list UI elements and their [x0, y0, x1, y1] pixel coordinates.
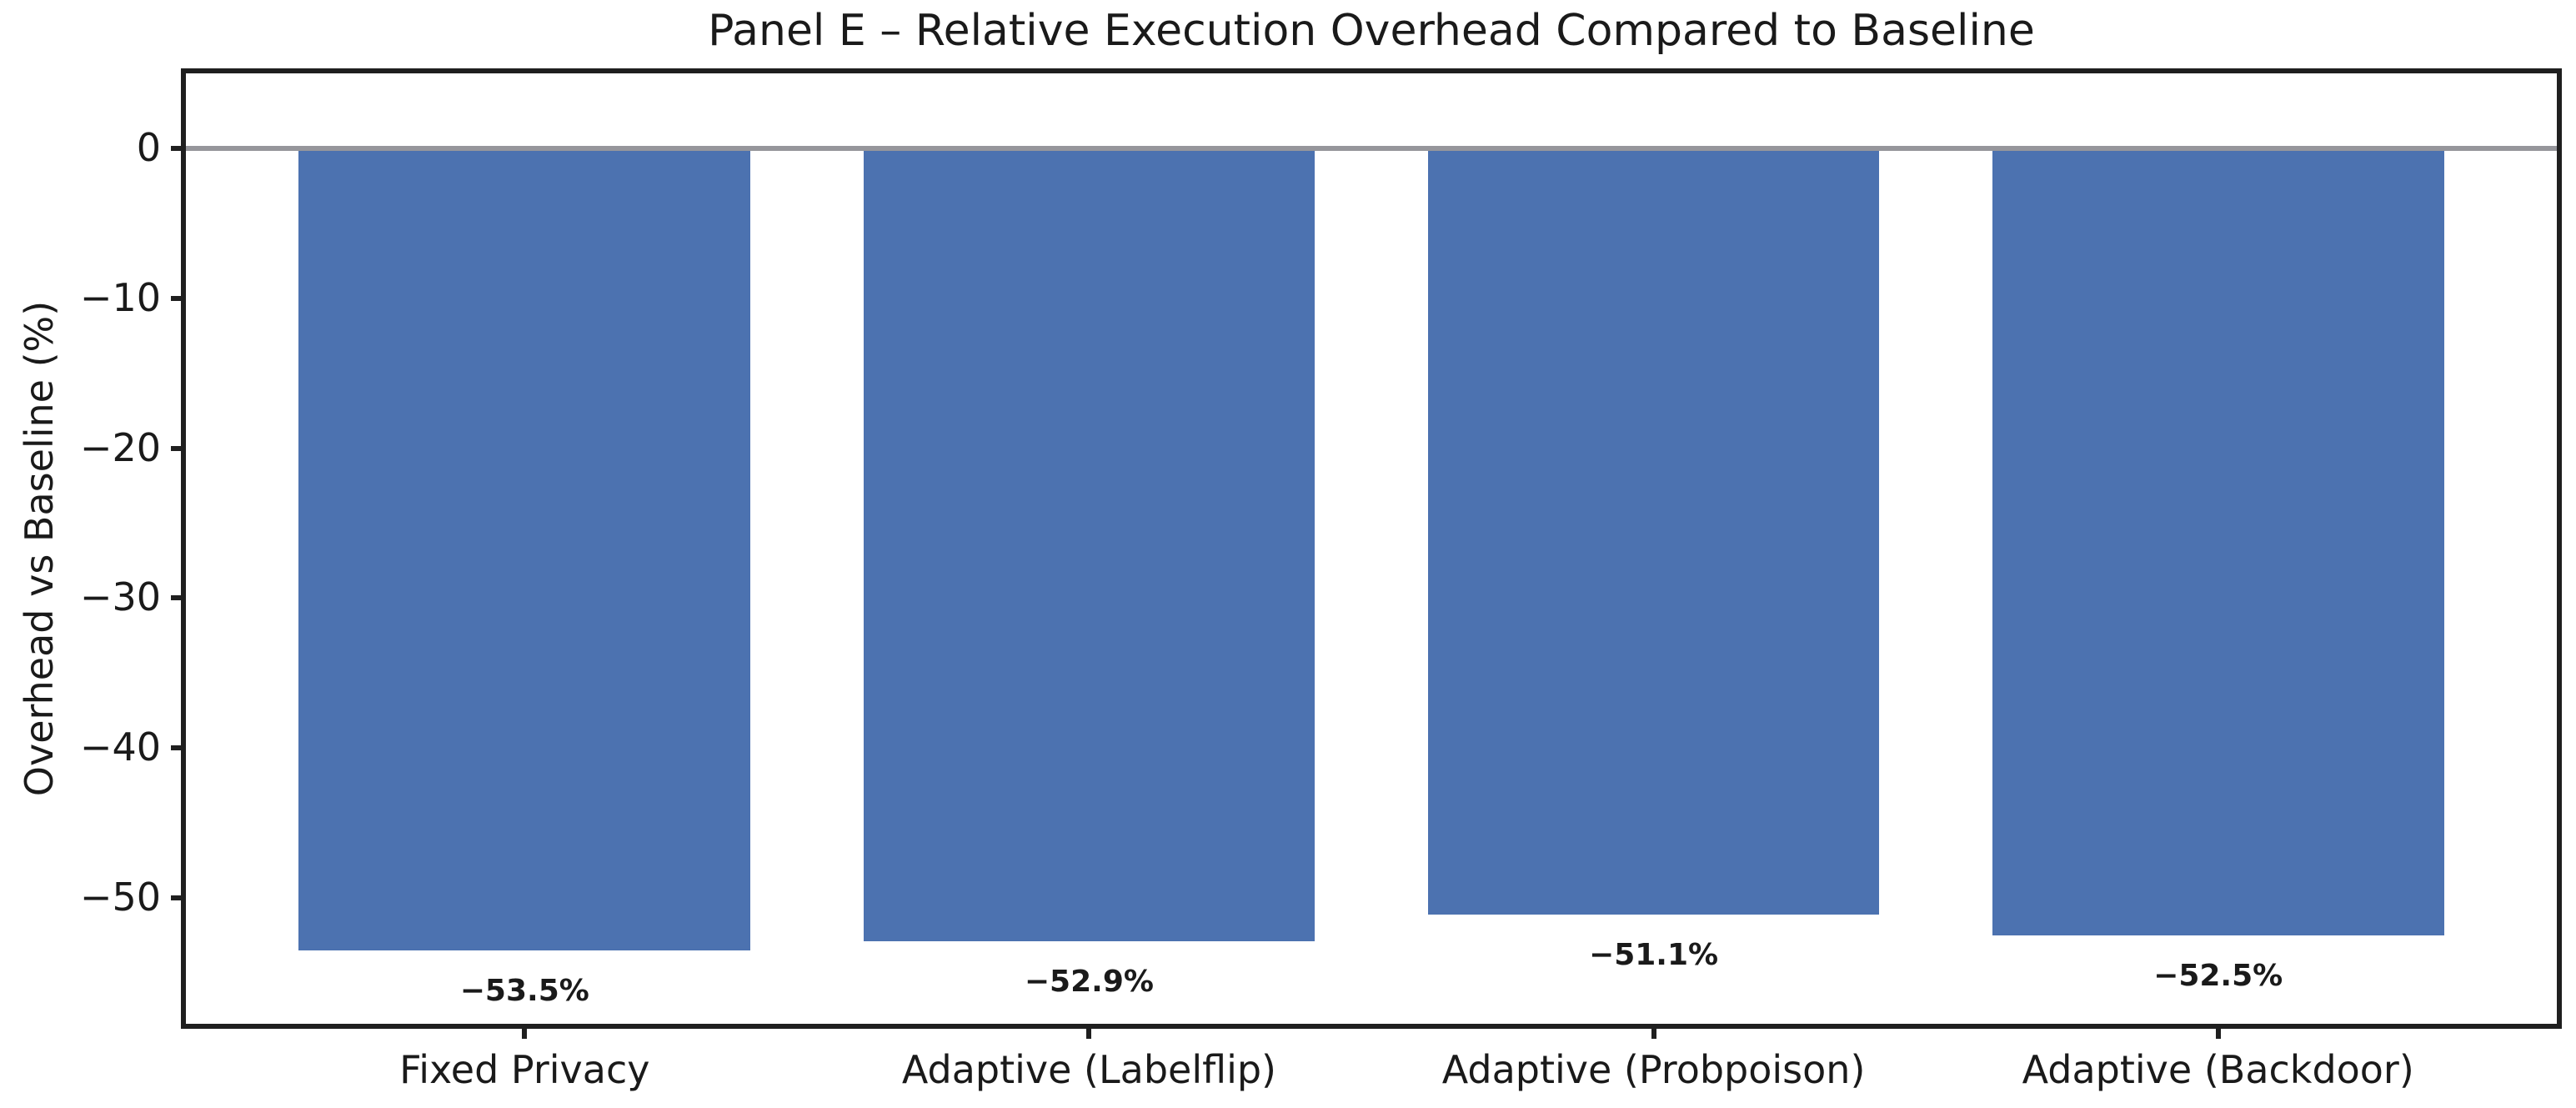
x-tick-mark-4	[2215, 1024, 2221, 1039]
y-axis-label: Overhead vs Baseline (%)	[17, 300, 62, 797]
bar-1	[298, 148, 751, 950]
zero-baseline-line	[186, 145, 2557, 151]
bar-value-label-4: −52.5%	[2153, 958, 2283, 993]
y-tick-mark-3	[171, 445, 186, 451]
bar-3	[1427, 148, 1880, 915]
y-tick-mark-6	[171, 895, 186, 900]
x-tick-mark-3	[1651, 1024, 1656, 1039]
x-tick-label-4: Adaptive (Backdoor)	[2022, 1047, 2414, 1092]
y-tick-label-5: −40	[79, 724, 161, 770]
x-tick-mark-2	[1086, 1024, 1092, 1039]
x-tick-label-1: Fixed Privacy	[399, 1047, 650, 1092]
y-tick-label-1: 0	[136, 124, 161, 170]
bar-value-label-1: −53.5%	[459, 973, 589, 1008]
y-tick-mark-5	[171, 745, 186, 751]
y-tick-label-2: −10	[79, 274, 161, 320]
bar-2	[863, 148, 1316, 942]
x-tick-mark-1	[522, 1024, 528, 1039]
chart-title: Panel E – Relative Execution Overhead Co…	[708, 6, 2035, 56]
bar-value-label-3: −51.1%	[1589, 937, 1719, 972]
y-tick-mark-1	[171, 145, 186, 151]
bar-4	[1992, 148, 2444, 935]
y-tick-label-3: −20	[79, 424, 161, 470]
y-tick-mark-4	[171, 595, 186, 601]
bar-value-label-2: −52.9%	[1024, 965, 1154, 1000]
y-tick-label-4: −30	[79, 574, 161, 620]
x-tick-label-3: Adaptive (Probpoison)	[1441, 1047, 1866, 1092]
y-tick-mark-2	[171, 295, 186, 301]
y-tick-label-6: −50	[79, 874, 161, 920]
x-tick-label-2: Adaptive (Labelflip)	[901, 1047, 1276, 1092]
